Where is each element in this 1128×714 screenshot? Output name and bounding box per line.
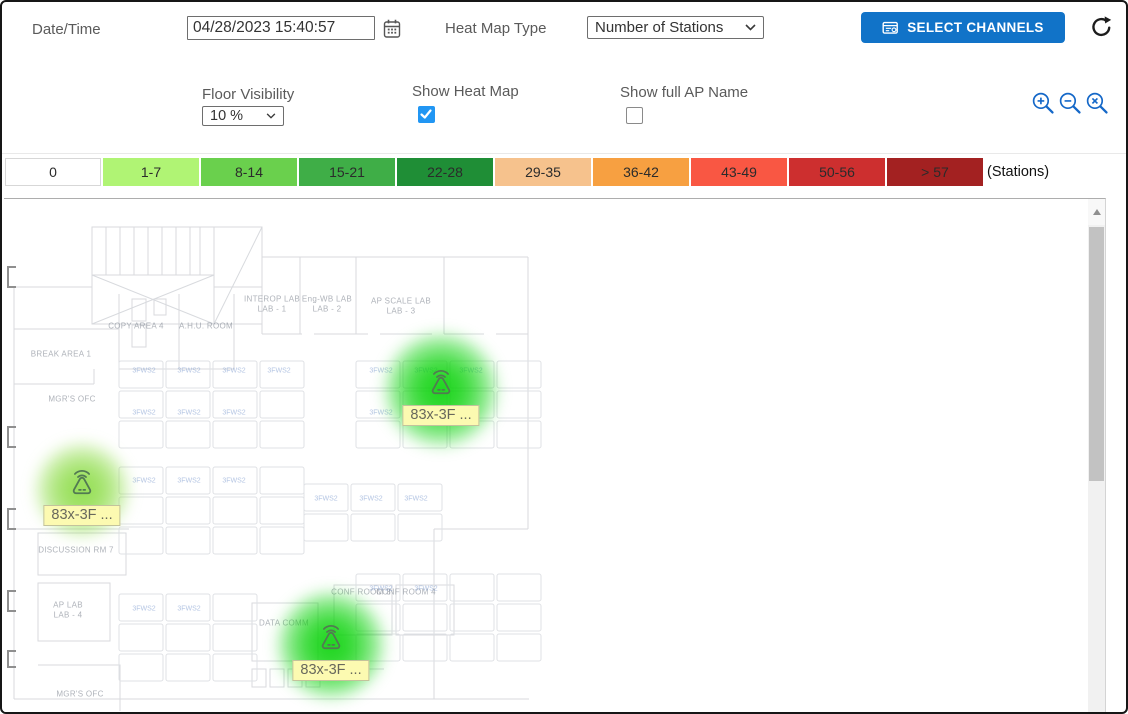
datetime-label: Date/Time — [32, 21, 101, 38]
workstation-label: 3FWS2 — [359, 495, 383, 503]
scrollbar-up-arrow[interactable] — [1088, 199, 1105, 225]
workstation-label: 3FWS2 — [369, 409, 393, 417]
legend-bin: > 57 — [887, 158, 983, 186]
access-point-icon[interactable] — [63, 460, 101, 498]
room-label: INTEROP LAB — [243, 294, 301, 304]
calendar-icon[interactable] — [381, 18, 403, 40]
workstation-label: 3FWS2 — [222, 367, 246, 375]
legend-bin: 8-14 — [201, 158, 297, 186]
legend-bin: 50-56 — [789, 158, 885, 186]
workstation-label: 3FWS2 — [267, 367, 291, 375]
heatmap-type-select[interactable]: Number of Stations — [587, 16, 764, 39]
room-label: MGR'S OFC — [48, 394, 96, 404]
floor-visibility-label: Floor Visibility — [202, 86, 295, 103]
workstation-label: 3FWS2 — [177, 367, 201, 375]
zoom-out-icon[interactable] — [1058, 91, 1082, 115]
workstation-label: 3FWS2 — [222, 477, 246, 485]
room-label: LAB - 4 — [53, 610, 83, 620]
workstation-label: 3FWS2 — [369, 367, 393, 375]
floor-visibility-select[interactable]: 10 % — [202, 106, 284, 126]
legend-bin: 15-21 — [299, 158, 395, 186]
select-channels-label: SELECT CHANNELS — [907, 20, 1044, 35]
workstation-label: 3FWS2 — [132, 367, 156, 375]
room-label: MGR'S OFC — [56, 689, 104, 699]
scrollbar-thumb[interactable] — [1089, 227, 1104, 481]
room-label: DISCUSSION RM 7 — [38, 545, 114, 555]
legend-divider — [2, 153, 1126, 154]
room-label: LAB - 1 — [257, 304, 287, 314]
map-zoom-tools — [1031, 91, 1109, 115]
legend-bin: 36-42 — [593, 158, 689, 186]
floor-map[interactable]: COPY AREA 4 A.H.U. ROOM INTEROP LAB LAB - 1… — [4, 198, 1106, 712]
room-label: LAB - 2 — [312, 304, 342, 314]
check-icon — [420, 109, 432, 119]
zoom-in-icon[interactable] — [1031, 91, 1055, 115]
room-label: CONF ROOM 4 — [376, 587, 436, 597]
floor-visibility-value: 10 % — [210, 108, 244, 124]
chevron-down-icon — [266, 113, 276, 119]
heatmap-glow — [383, 332, 499, 448]
ap-name-label[interactable]: 83x-3F ... — [402, 405, 480, 426]
stations-legend: 0 1-7 8-14 15-21 22-28 29-35 36-42 43-49 50-56 > … — [5, 158, 1049, 186]
room-label: COPY AREA 4 — [108, 321, 164, 331]
workstation-label: 3FWS2 — [132, 605, 156, 613]
workstation-label: 3FWS2 — [177, 605, 201, 613]
ap-name-label[interactable]: 83x-3F ... — [292, 660, 370, 681]
show-full-ap-name-checkbox[interactable] — [626, 107, 643, 124]
channels-icon — [882, 21, 899, 34]
chevron-down-icon — [745, 24, 756, 31]
workstation-label: 3FWS2 — [404, 495, 428, 503]
legend-bin: 1-7 — [103, 158, 199, 186]
select-channels-button[interactable]: SELECT CHANNELS — [861, 12, 1065, 43]
room-label: Eng-WB LAB — [301, 294, 353, 304]
access-point-icon[interactable] — [422, 360, 460, 398]
heatmap-glow — [276, 590, 386, 700]
legend-bin: 43-49 — [691, 158, 787, 186]
ap-name-label[interactable]: 83x-3F ... — [43, 505, 121, 526]
show-heat-map-checkbox[interactable] — [418, 106, 435, 123]
room-label: AP LAB — [53, 600, 83, 610]
workstation-label: 3FWS2 — [177, 409, 201, 417]
floorplan-drawing — [7, 226, 542, 711]
room-label: LAB - 3 — [386, 306, 416, 316]
workstation-label: 3FWS2 — [369, 585, 393, 593]
show-full-ap-name-label: Show full AP Name — [620, 84, 749, 101]
workstation-label: 3FWS2 — [314, 495, 338, 503]
legend-bin: 22-28 — [397, 158, 493, 186]
datetime-input[interactable] — [187, 16, 375, 40]
zoom-reset-icon[interactable] — [1085, 91, 1109, 115]
map-scrollbar[interactable] — [1088, 199, 1105, 712]
legend-bin: 29-35 — [495, 158, 591, 186]
workstation-label: 3FWS2 — [132, 409, 156, 417]
workstation-label: 3FWS2 — [132, 477, 156, 485]
workstation-label: 3FWS2 — [177, 477, 201, 485]
room-label: A.H.U. ROOM — [179, 321, 233, 331]
workstation-label: 3FWS2 — [414, 585, 438, 593]
refresh-icon[interactable] — [1088, 14, 1114, 40]
room-label: AP SCALE LAB — [371, 296, 431, 306]
wall-markers — [7, 266, 16, 668]
room-label: CONF ROOM 3 — [331, 587, 391, 597]
workstation-label: 3FWS2 — [222, 409, 246, 417]
legend-bin: 0 — [5, 158, 101, 186]
show-heat-map-label: Show Heat Map — [412, 83, 519, 100]
room-label: BREAK AREA 1 — [30, 349, 92, 359]
heatmap-type-value: Number of Stations — [595, 19, 724, 36]
heatmap-type-label: Heat Map Type — [445, 20, 547, 37]
legend-unit-label: (Stations) — [987, 164, 1050, 180]
access-point-icon[interactable] — [312, 615, 350, 653]
